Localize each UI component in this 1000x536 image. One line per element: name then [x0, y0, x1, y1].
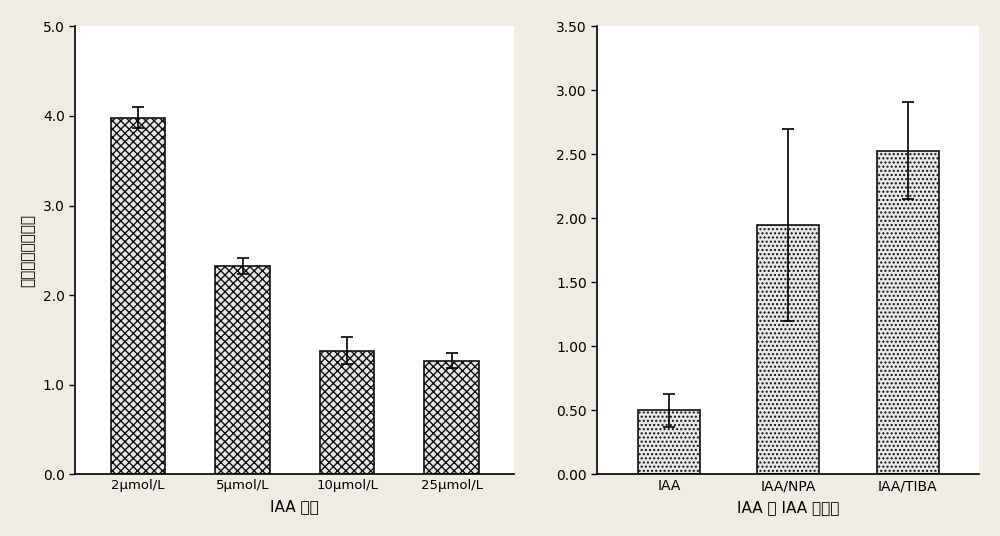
Bar: [424, 361, 479, 474]
Bar: [757, 225, 819, 474]
X-axis label: IAA 浓度: IAA 浓度: [270, 499, 319, 514]
Bar: [638, 411, 700, 474]
Bar: [215, 265, 270, 474]
Y-axis label: 基因相对表达水平: 基因相对表达水平: [21, 214, 36, 287]
X-axis label: IAA 及 IAA 抑制剂: IAA 及 IAA 抑制剂: [737, 500, 839, 515]
Bar: [111, 118, 165, 474]
Bar: [877, 151, 939, 474]
Bar: [320, 351, 374, 474]
